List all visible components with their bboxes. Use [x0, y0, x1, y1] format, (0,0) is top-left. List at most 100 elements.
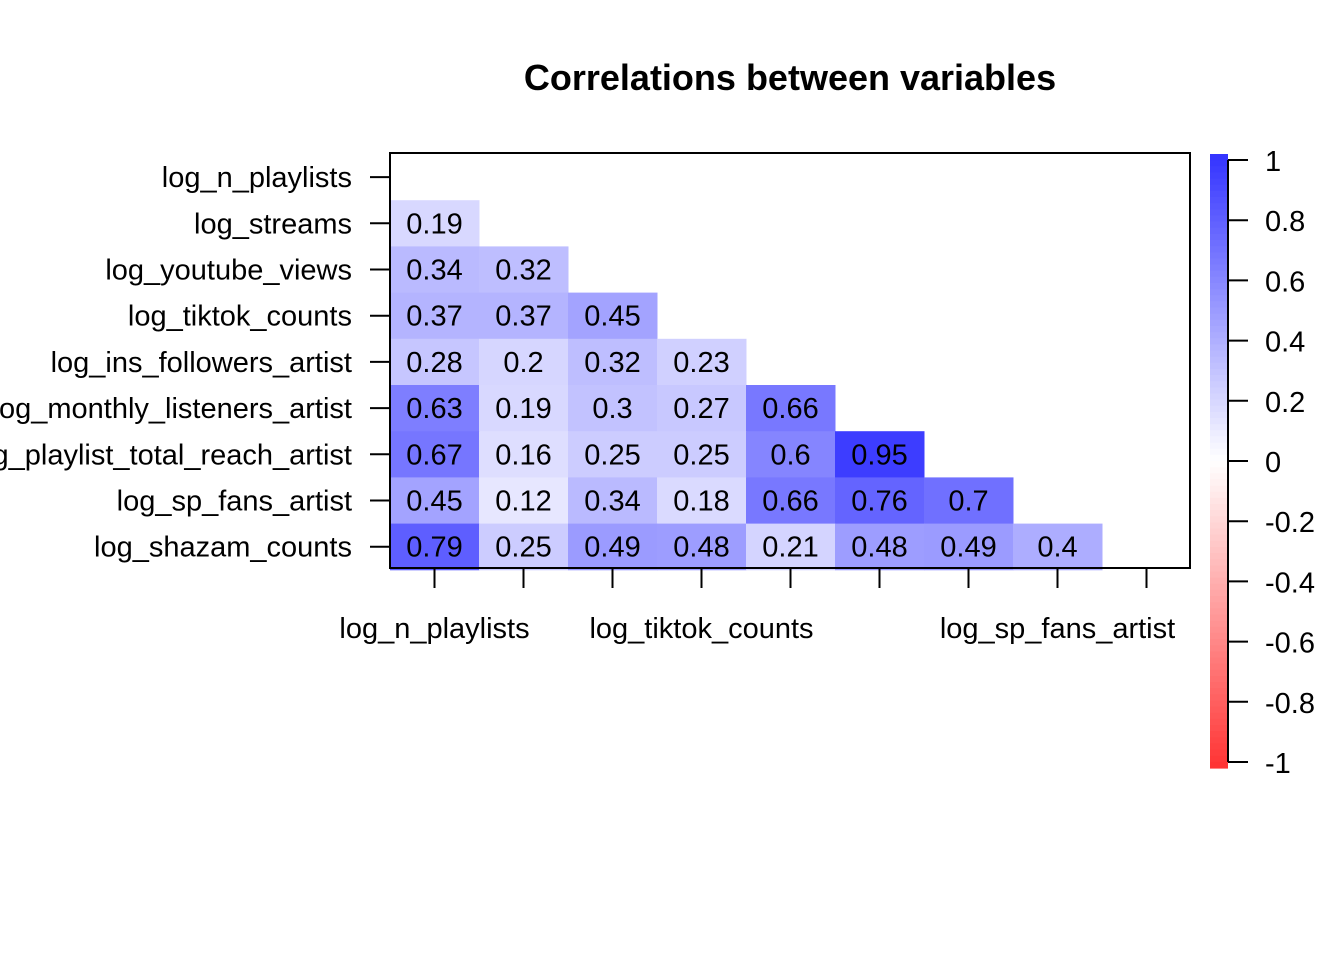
heatmap-cell	[390, 200, 480, 247]
color-scale-swatch	[1210, 497, 1228, 505]
heatmap-cell	[924, 477, 1014, 525]
color-scale-swatch	[1210, 215, 1228, 223]
color-scale-tick-label: 0.8	[1265, 206, 1305, 238]
heatmap-cell-value: 0.6	[770, 439, 810, 471]
heatmap-cell-value: 0.25	[673, 439, 729, 471]
heatmap-cell	[657, 338, 747, 386]
color-scale-swatch	[1210, 583, 1228, 591]
color-scale-swatch	[1210, 571, 1228, 579]
color-scale-swatch	[1210, 749, 1228, 757]
heatmap-cell-value: 0.95	[851, 439, 907, 471]
color-scale-swatch	[1210, 332, 1228, 339]
heatmap-cell-value: 0.18	[673, 486, 729, 518]
heatmap-cell	[924, 523, 1014, 571]
heatmap-cell	[479, 523, 569, 571]
color-scale-tick-label: 0.4	[1265, 327, 1305, 359]
color-scale-swatch	[1210, 632, 1228, 640]
heatmap-cell-value: 0.4	[1037, 532, 1077, 564]
heatmap-cell	[479, 292, 569, 340]
color-scale-swatch	[1210, 239, 1228, 247]
heatmap-cell-value: 0.16	[495, 439, 551, 471]
color-scale-swatch	[1210, 503, 1228, 511]
color-scale-swatch	[1210, 565, 1228, 573]
color-scale-swatch	[1210, 338, 1228, 345]
heatmap-cell-value: 0.25	[584, 439, 640, 471]
color-scale-swatch	[1210, 270, 1228, 278]
color-scale-swatch	[1210, 559, 1228, 566]
color-scale-swatch	[1210, 295, 1228, 302]
color-scale-tick-label: 0	[1265, 447, 1281, 479]
color-scale-swatch	[1210, 405, 1228, 413]
color-scale-swatch	[1210, 375, 1228, 382]
heatmap-cell	[479, 338, 569, 386]
color-scale-swatch	[1210, 522, 1228, 530]
heatmap-cell	[568, 292, 658, 340]
color-scale-swatch	[1210, 712, 1228, 720]
color-scale-swatch	[1210, 172, 1228, 180]
color-scale-legend: 1 0.8 0.6 0.4 0.2 0 -0.2 -0.4 -0.6 -0.8 -1	[1210, 146, 1315, 780]
color-scale-swatch	[1210, 479, 1228, 487]
color-scale-swatch	[1210, 196, 1228, 204]
color-scale-swatch	[1210, 577, 1228, 585]
color-scale-swatch	[1210, 258, 1228, 266]
heatmap-cell-value: 0.63	[406, 393, 462, 425]
heatmap-cell-value: 0.67	[406, 439, 462, 471]
y-axis-tick-label: log_youtube_views	[105, 255, 352, 287]
color-scale-swatch	[1210, 534, 1228, 542]
color-scale-swatch	[1210, 596, 1228, 603]
color-scale-swatch	[1210, 399, 1228, 407]
color-scale-swatch	[1210, 491, 1228, 499]
color-scale-swatch	[1210, 620, 1228, 628]
heatmap-cell-value: 0.48	[851, 532, 907, 564]
heatmap-cell-value: 0.37	[495, 301, 551, 333]
color-scale-swatch	[1210, 546, 1228, 554]
heatmap-cell	[746, 431, 836, 478]
color-scale-swatch	[1210, 485, 1228, 493]
heatmap-cell-value: 0.27	[673, 393, 729, 425]
color-scale-swatch	[1210, 706, 1228, 714]
heatmap-cell-value: 0.66	[762, 393, 818, 425]
heatmap-cell-value: 0.3	[592, 393, 632, 425]
color-scale-swatch	[1210, 301, 1228, 309]
color-scale-swatch	[1210, 743, 1228, 751]
heatmap-cell-value: 0.66	[762, 486, 818, 518]
heatmap-cell	[568, 477, 658, 525]
color-scale-swatch	[1210, 203, 1228, 210]
heatmap-cell-value: 0.45	[584, 301, 640, 333]
color-scale-swatch	[1210, 639, 1228, 646]
color-scale-swatch	[1210, 608, 1228, 616]
color-scale-swatch	[1210, 737, 1228, 745]
color-scale-swatch	[1210, 510, 1228, 517]
color-scale-swatch	[1210, 319, 1228, 327]
heatmap-cell-value: 0.49	[584, 532, 640, 564]
heatmap-cell-value: 0.76	[851, 486, 907, 518]
color-scale-swatch	[1210, 387, 1228, 395]
color-scale-swatch	[1210, 442, 1228, 450]
heatmap-cell-value: 0.34	[584, 486, 640, 518]
y-axis-tick-label: log_playlist_total_reach_artist	[0, 439, 352, 471]
heatmap-cell-value: 0.21	[762, 532, 818, 564]
heatmap-cell-value: 0.19	[406, 208, 462, 240]
color-scale-swatch	[1210, 190, 1228, 198]
x-axis: log_n_playlists log_tiktok_counts log_sp_f…	[339, 568, 1175, 645]
heatmap-cells	[390, 200, 1103, 571]
heatmap-cell-value: 0.32	[495, 255, 551, 287]
heatmap-cell-value: 0.23	[673, 347, 729, 379]
color-scale-swatch	[1210, 393, 1228, 401]
color-scale-swatch	[1210, 325, 1228, 333]
heatmap-cell-value: 0.79	[406, 532, 462, 564]
color-scale-swatch	[1210, 307, 1228, 315]
heatmap-cell	[568, 385, 658, 432]
heatmap-cell	[657, 385, 747, 432]
heatmap-cell-value: 0.19	[495, 393, 551, 425]
heatmap-cell	[479, 431, 569, 478]
color-scale-swatch	[1210, 614, 1228, 622]
color-scale-swatch	[1210, 682, 1228, 689]
color-scale-swatch	[1210, 264, 1228, 272]
heatmap-cell	[746, 477, 836, 525]
color-scale-swatch	[1210, 700, 1228, 708]
heatmap-cell-value: 0.48	[673, 532, 729, 564]
color-scale-swatch	[1210, 528, 1228, 536]
